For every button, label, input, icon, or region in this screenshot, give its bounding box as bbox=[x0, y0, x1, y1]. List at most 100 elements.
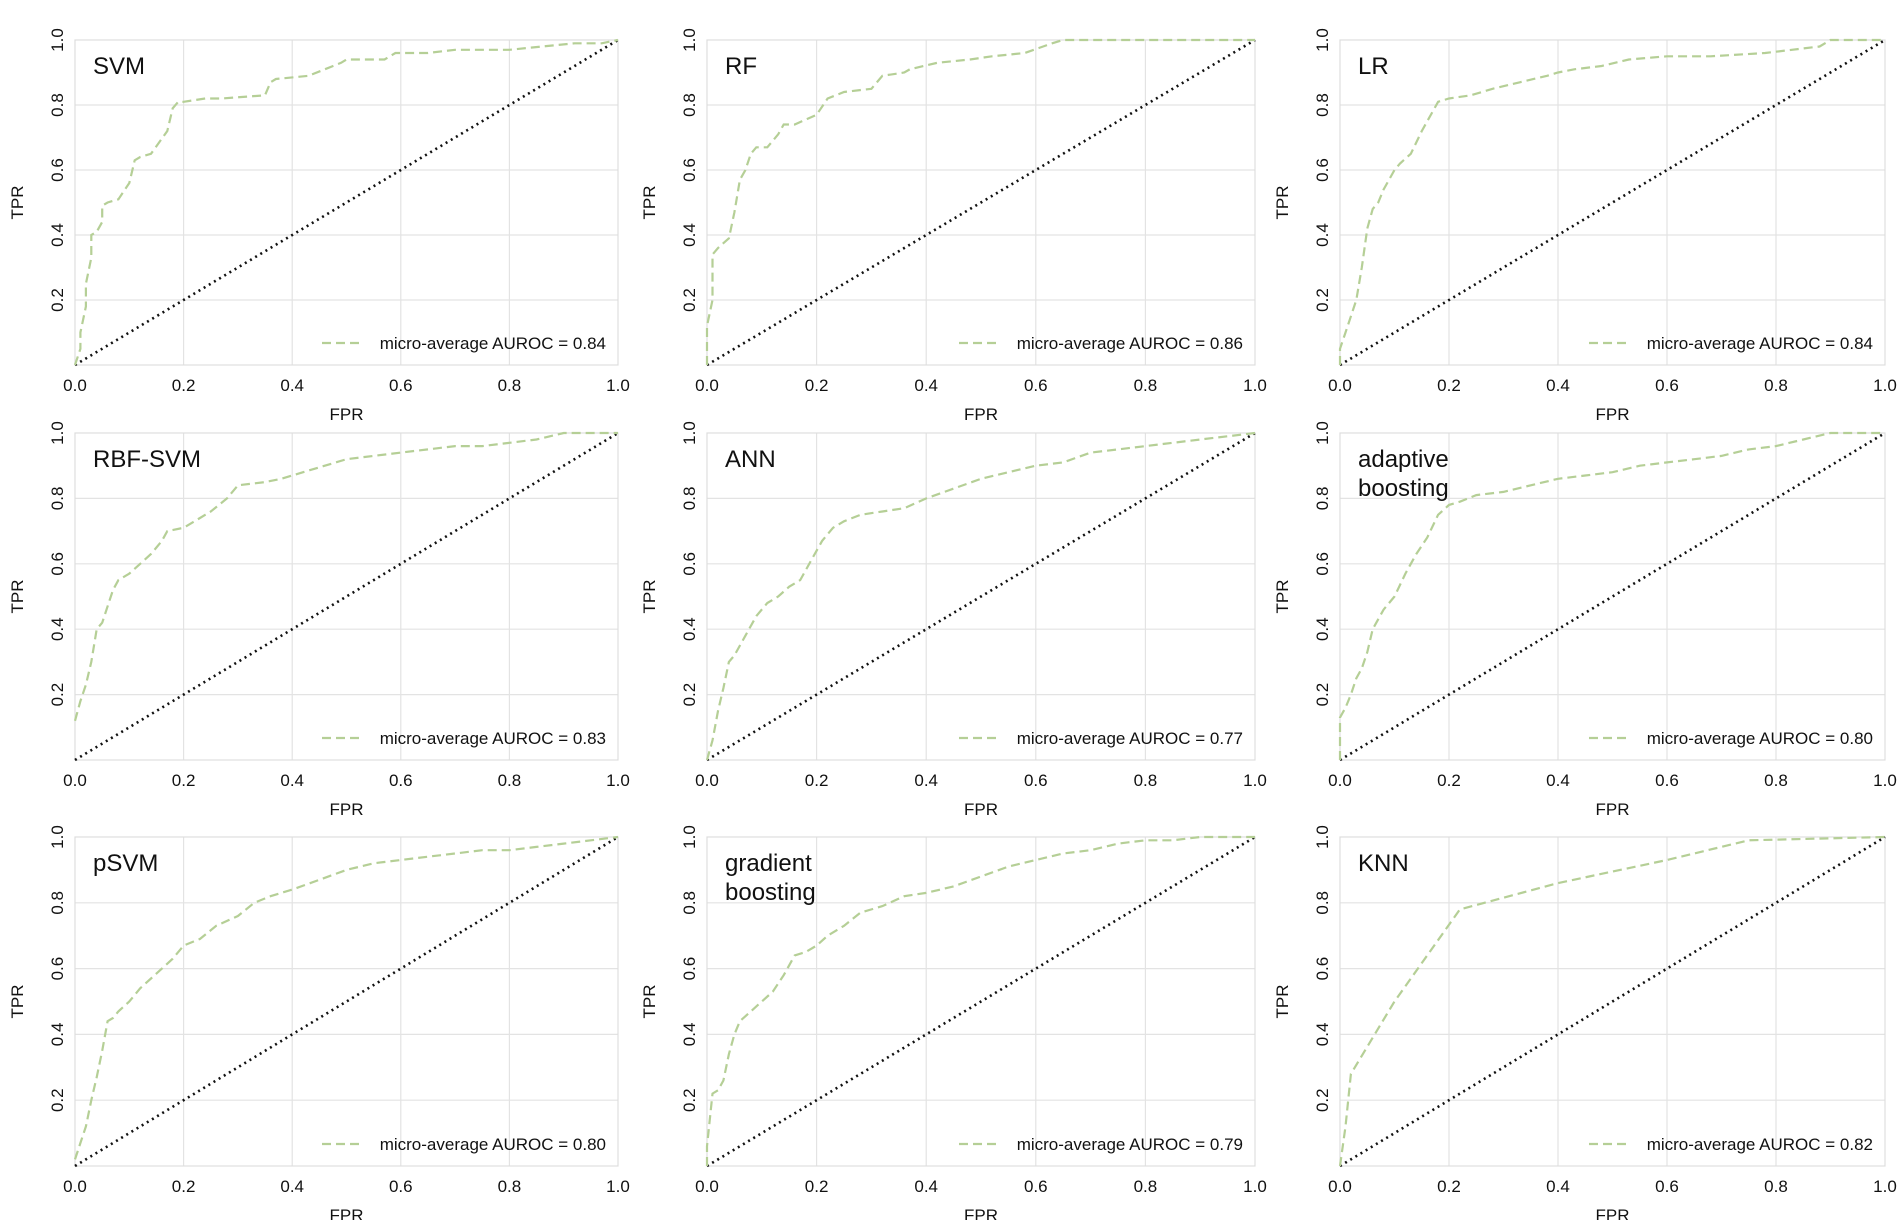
x-axis-label: FPR bbox=[964, 1206, 998, 1220]
y-tick-label: 0.6 bbox=[1313, 552, 1332, 576]
legend-label: micro-average AUROC = 0.86 bbox=[1017, 334, 1243, 353]
y-tick-label: 0.2 bbox=[1313, 288, 1332, 312]
y-tick-label: 0.4 bbox=[48, 223, 67, 247]
x-tick-label: 0.6 bbox=[1655, 771, 1679, 790]
y-tick-label: 1.0 bbox=[1313, 421, 1332, 445]
y-tick-label: 0.8 bbox=[48, 891, 67, 915]
legend-label: micro-average AUROC = 0.84 bbox=[380, 334, 606, 353]
x-tick-label: 0.0 bbox=[695, 771, 719, 790]
x-tick-label: 0.0 bbox=[1328, 376, 1352, 395]
roc-curve-line bbox=[705, 431, 1256, 761]
roc-panel-adaptive-boosting: 0.0 0.2 0.4 0.6 0.8 1.0 0.2 0.4 0.6 0.8 1.0 FPR TPR a… bbox=[1273, 421, 1897, 819]
x-tick-label: 0.6 bbox=[389, 1177, 413, 1196]
x-tick-label: 0.6 bbox=[1655, 376, 1679, 395]
x-tick-label: 0.2 bbox=[805, 376, 829, 395]
plot-frame bbox=[1339, 836, 1886, 1167]
panel-title: RF bbox=[725, 53, 757, 80]
y-tick-label: 0.6 bbox=[680, 158, 699, 182]
roc-curve-line bbox=[1338, 431, 1885, 760]
x-tick-label: 0.4 bbox=[1546, 1177, 1570, 1196]
y-tick-label: 0.4 bbox=[680, 1023, 699, 1047]
x-tick-label: 0.4 bbox=[1546, 376, 1570, 395]
y-tick-label: 0.8 bbox=[680, 487, 699, 511]
x-tick-label: 0.4 bbox=[1546, 771, 1570, 790]
x-tick-label: 1.0 bbox=[1873, 1177, 1897, 1196]
y-tick-label: 0.2 bbox=[48, 1088, 67, 1112]
roc-panel-rbf-svm: 0.0 0.2 0.4 0.6 0.8 1.0 0.2 0.4 0.6 0.8 1.0 FPR TPR R… bbox=[8, 421, 630, 819]
x-tick-label: 0.2 bbox=[1437, 376, 1461, 395]
x-tick-label: 1.0 bbox=[1243, 376, 1267, 395]
y-tick-label: 0.6 bbox=[680, 957, 699, 981]
x-tick-label: 0.6 bbox=[1655, 1177, 1679, 1196]
panel-title: gradient boosting bbox=[725, 850, 816, 906]
roc-curve-line bbox=[73, 431, 618, 722]
x-tick-label: 1.0 bbox=[606, 771, 630, 790]
y-axis-label: TPR bbox=[8, 580, 27, 614]
y-tick-label: 1.0 bbox=[1313, 825, 1332, 849]
y-tick-label: 0.4 bbox=[48, 617, 67, 641]
plot-frame bbox=[74, 836, 619, 1167]
x-tick-label: 1.0 bbox=[606, 376, 630, 395]
x-axis-label: FPR bbox=[1596, 800, 1630, 819]
x-axis-label: FPR bbox=[330, 1206, 364, 1220]
chance-diagonal-line bbox=[74, 38, 619, 367]
y-tick-label: 1.0 bbox=[48, 825, 67, 849]
chance-diagonal-line bbox=[706, 38, 1256, 367]
y-axis-label: TPR bbox=[1273, 985, 1292, 1019]
y-tick-label: 1.0 bbox=[680, 28, 699, 52]
y-axis-label: TPR bbox=[1273, 186, 1292, 220]
x-tick-label: 0.8 bbox=[1764, 376, 1788, 395]
x-tick-label: 0.4 bbox=[914, 1177, 938, 1196]
plot-frame bbox=[706, 836, 1256, 1167]
roc-curve-line bbox=[73, 835, 619, 1160]
y-tick-label: 0.6 bbox=[1313, 158, 1332, 182]
chance-diagonal-line bbox=[1339, 431, 1886, 762]
roc-panel-psvm: 0.0 0.2 0.4 0.6 0.8 1.0 0.2 0.4 0.6 0.8 1.0 FPR TPR p… bbox=[8, 825, 630, 1220]
y-tick-label: 0.6 bbox=[48, 158, 67, 182]
y-tick-label: 0.6 bbox=[48, 552, 67, 576]
y-tick-label: 0.8 bbox=[48, 487, 67, 511]
x-tick-label: 0.4 bbox=[280, 771, 304, 790]
plot-frame bbox=[74, 39, 619, 366]
y-tick-label: 0.4 bbox=[680, 223, 699, 247]
x-tick-label: 0.2 bbox=[1437, 1177, 1461, 1196]
y-tick-label: 0.6 bbox=[680, 552, 699, 576]
x-tick-label: 0.2 bbox=[172, 1177, 196, 1196]
x-axis-label: FPR bbox=[964, 405, 998, 424]
y-axis-label: TPR bbox=[640, 186, 659, 220]
y-axis-label: TPR bbox=[1273, 580, 1292, 614]
x-tick-label: 0.6 bbox=[389, 771, 413, 790]
y-tick-label: 0.2 bbox=[680, 1088, 699, 1112]
roc-curve-line bbox=[1338, 835, 1886, 1167]
chance-diagonal-line bbox=[706, 835, 1256, 1168]
x-tick-label: 0.2 bbox=[172, 771, 196, 790]
chance-diagonal-line bbox=[706, 431, 1256, 762]
x-tick-label: 0.8 bbox=[1764, 771, 1788, 790]
x-tick-label: 1.0 bbox=[1873, 376, 1897, 395]
roc-panel-rf: 0.0 0.2 0.4 0.6 0.8 1.0 0.2 0.4 0.6 0.8 1.0 FPR TPR R… bbox=[640, 28, 1267, 424]
legend-label: micro-average AUROC = 0.83 bbox=[380, 729, 606, 748]
roc-curve-line bbox=[705, 38, 1255, 365]
y-tick-label: 0.4 bbox=[1313, 223, 1332, 247]
roc-panel-ann: 0.0 0.2 0.4 0.6 0.8 1.0 0.2 0.4 0.6 0.8 1.0 FPR TPR A… bbox=[640, 421, 1267, 819]
x-tick-label: 0.0 bbox=[1328, 771, 1352, 790]
x-tick-label: 0.2 bbox=[1437, 771, 1461, 790]
x-tick-label: 0.2 bbox=[805, 771, 829, 790]
x-tick-label: 0.0 bbox=[63, 1177, 87, 1196]
legend-label: micro-average AUROC = 0.82 bbox=[1647, 1135, 1873, 1154]
x-tick-label: 0.8 bbox=[1134, 376, 1158, 395]
y-tick-label: 0.8 bbox=[48, 93, 67, 117]
x-tick-label: 0.0 bbox=[695, 1177, 719, 1196]
legend-label: micro-average AUROC = 0.79 bbox=[1017, 1135, 1243, 1154]
x-tick-label: 0.0 bbox=[63, 376, 87, 395]
y-tick-label: 0.6 bbox=[1313, 957, 1332, 981]
panel-title: KNN bbox=[1358, 850, 1409, 877]
chance-diagonal-line bbox=[74, 431, 619, 762]
y-tick-label: 0.4 bbox=[48, 1023, 67, 1047]
x-axis-label: FPR bbox=[1596, 1206, 1630, 1220]
plot-frame bbox=[1339, 39, 1886, 366]
panel-title: RBF-SVM bbox=[93, 446, 201, 473]
x-tick-label: 1.0 bbox=[1243, 771, 1267, 790]
y-axis-label: TPR bbox=[8, 186, 27, 220]
y-tick-label: 1.0 bbox=[680, 421, 699, 445]
